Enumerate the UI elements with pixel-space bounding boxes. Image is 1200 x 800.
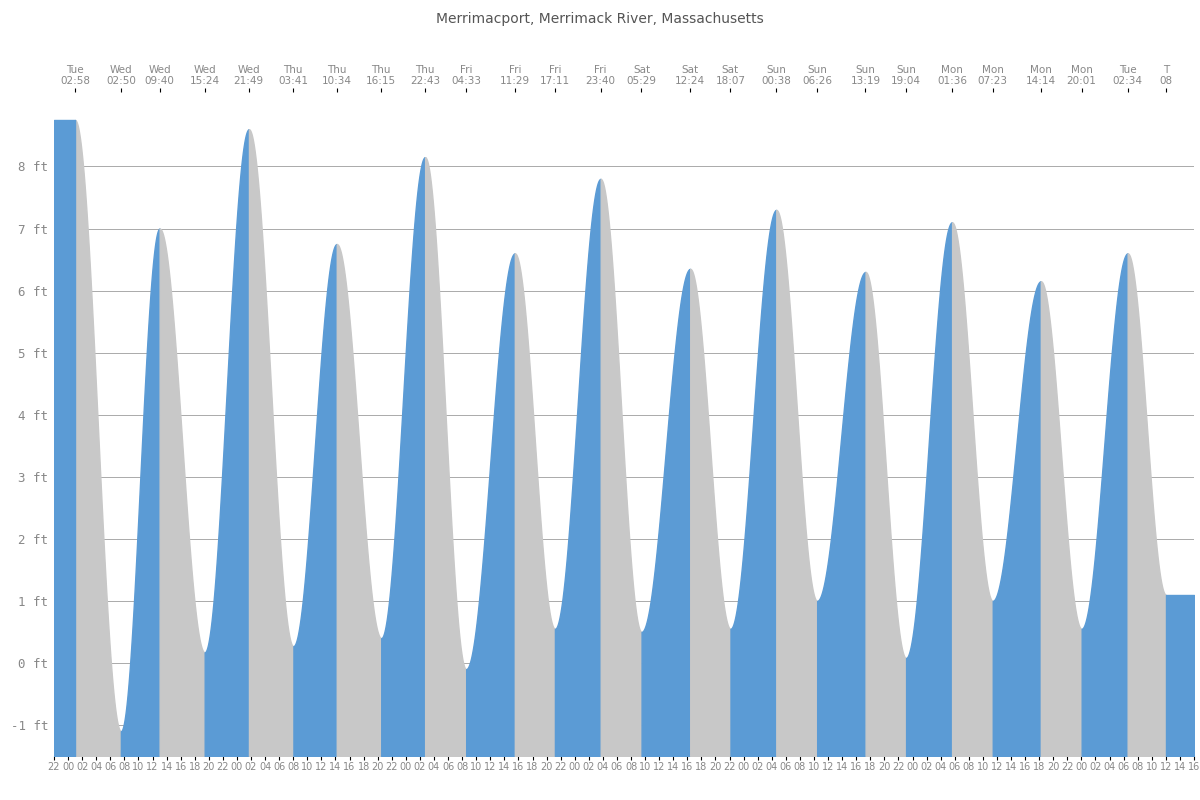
Text: Merrimacport, Merrimack River, Massachusetts: Merrimacport, Merrimack River, Massachus… — [436, 12, 764, 26]
